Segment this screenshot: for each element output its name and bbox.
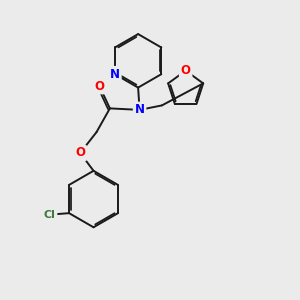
Text: N: N [110, 68, 120, 81]
Text: O: O [181, 64, 191, 77]
Text: O: O [75, 146, 85, 160]
Text: O: O [94, 80, 104, 93]
Text: N: N [135, 103, 145, 116]
Text: Cl: Cl [44, 210, 56, 220]
